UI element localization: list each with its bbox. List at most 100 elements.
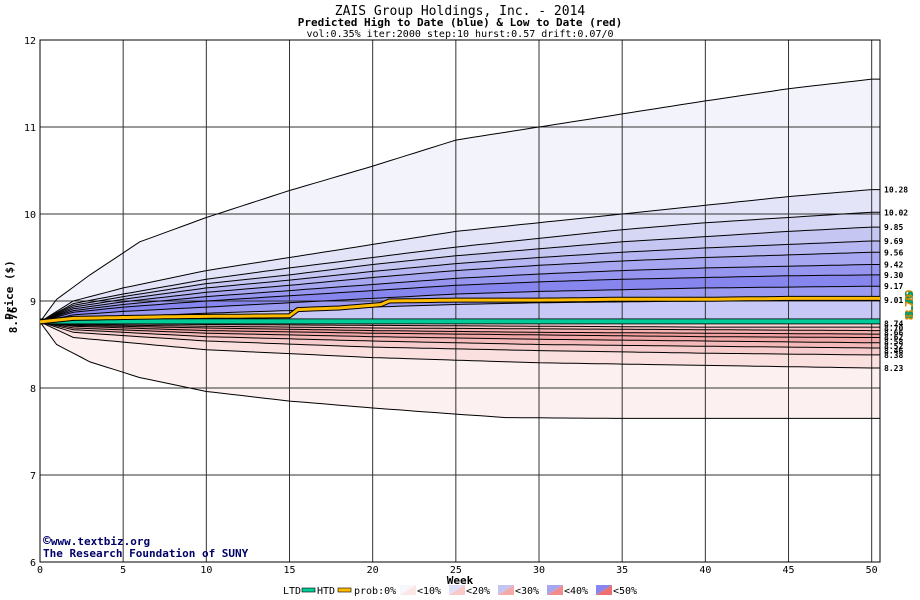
- legend-prob-label: prob:0%: [354, 586, 396, 597]
- low-band: [40, 321, 880, 338]
- curve-end-label: 9.17: [884, 282, 903, 291]
- chart-subtitle: Predicted High to Date (blue) & Low to D…: [298, 16, 623, 29]
- high-percentile-curve: [39, 78, 880, 323]
- curve-end-label: 8.70: [884, 324, 903, 333]
- high-percentile-curve: [39, 189, 880, 323]
- y-tick-label: 10: [24, 210, 36, 221]
- x-tick-label: 30: [533, 565, 545, 576]
- legend-prob-item-label: <30%: [515, 586, 539, 597]
- curve-end-label: 9.69: [884, 237, 903, 246]
- low-band: [40, 321, 880, 348]
- low-percentile-curve: [39, 321, 880, 369]
- legend-htd-swatch: [337, 587, 352, 593]
- right-vertical-labels: 8.798.768.768.79: [903, 290, 916, 321]
- x-tick-label: 45: [782, 565, 794, 576]
- high-percentile-curve: [39, 264, 880, 323]
- htd-line: [39, 296, 880, 324]
- copyright-icon: ©: [43, 534, 51, 549]
- curve-end-label: 8.52: [884, 342, 903, 351]
- x-tick-label: 25: [450, 565, 462, 576]
- curve-end-label: 9.42: [884, 260, 903, 269]
- curve-end-label: 10.28: [884, 186, 908, 195]
- curve-end-label: 8.62: [884, 333, 903, 342]
- right-vertical-label: 8.79: [903, 294, 916, 321]
- legend-ltd-label: LTD: [283, 586, 301, 597]
- y-tick-label: 11: [24, 123, 36, 134]
- low-band: [40, 321, 880, 355]
- credit-org: The Research Foundation of SUNY: [43, 547, 249, 560]
- svg-text:8.798.768.768.79: 8.798.768.768.79: [903, 290, 916, 321]
- x-tick-label: 5: [120, 565, 126, 576]
- curve-end-label: 10.02: [884, 208, 908, 217]
- legend-red-swatch: [596, 585, 612, 595]
- y-tick-label: 6: [30, 558, 36, 569]
- x-tick-label: 10: [200, 565, 212, 576]
- low-percentile-curve: [39, 321, 880, 328]
- legend-red-swatch: [400, 585, 416, 595]
- legend-red-swatch: [547, 585, 563, 595]
- curve-end-label: 8.58: [884, 338, 903, 347]
- plot-border: [39, 39, 881, 563]
- legend-htd-label: HTD: [317, 586, 335, 597]
- low-band: [40, 321, 880, 368]
- high-percentile-curve: [39, 274, 880, 323]
- curve-end-label: 9.85: [884, 223, 903, 232]
- y-tick-label: 9: [30, 297, 36, 308]
- legend-ltd-swatch: [301, 587, 316, 593]
- low-percentile-curve: [39, 321, 880, 335]
- right-vertical-label: 8.76: [903, 291, 916, 318]
- high-percentile-curve: [39, 211, 880, 323]
- credit-url-text: www.textbiz.org: [51, 535, 150, 548]
- x-axis-label: Week: [447, 574, 474, 587]
- x-tick-label: 50: [866, 565, 878, 576]
- x-tick-label: 40: [699, 565, 711, 576]
- legend-prob-item-label: <10%: [417, 586, 441, 597]
- curve-end-labels: 10.28 10.02 9.85 9.69 9.56 9.42 9.30 9.17 9.01 8.…: [884, 186, 908, 373]
- legend-prob-item-label: <20%: [466, 586, 490, 597]
- high-band: [40, 252, 880, 322]
- legend-red-swatch: [449, 585, 465, 595]
- x-tick-label: 15: [283, 565, 295, 576]
- curve-end-label: 9.01: [884, 296, 903, 305]
- high-band: [40, 264, 880, 322]
- ltd-line: [39, 318, 881, 325]
- high-percentile-curve: [39, 251, 880, 323]
- price-lines: [39, 295, 881, 325]
- x-tick-label: 0: [37, 565, 43, 576]
- y-tick-label: 7: [30, 471, 36, 482]
- legend-red-swatch: [498, 585, 514, 595]
- high-percentile-curve: [39, 226, 880, 323]
- legend: LTD HTD prob:0% <10% <20% <30% <40% <50%: [283, 585, 637, 597]
- high-band: [40, 227, 880, 322]
- low-percentile-curve: [39, 321, 880, 344]
- x-tick-label: 20: [367, 565, 379, 576]
- low-band: [40, 321, 880, 335]
- y-tick-label: 8: [30, 384, 36, 395]
- curve-end-label: 8.23: [884, 364, 903, 373]
- y-tick-label: 12: [24, 36, 36, 47]
- curve-end-label: 8.74: [884, 320, 903, 329]
- high-percentile-curve: [39, 240, 880, 323]
- low-band: [40, 321, 880, 419]
- x-tick-label: 35: [616, 565, 628, 576]
- chart-params: vol:0.35% iter:2000 step:10 hurst:0.57 d…: [306, 29, 613, 40]
- low-band: [40, 321, 880, 343]
- low-percentile-curve: [39, 321, 880, 349]
- low-percentile-curve: [39, 321, 880, 332]
- curve-end-label: 8.66: [884, 329, 903, 338]
- right-vertical-label: 8.79: [903, 290, 916, 317]
- current-price-label: 8.76: [7, 306, 20, 333]
- axis-ticks: 0 5 10 15 20 25 30 35 40 45 50 6 7 8 9 10 11 12: [24, 36, 878, 576]
- low-percentile-curve: [39, 321, 880, 356]
- high-band: [40, 241, 880, 322]
- legend-prob-item-label: <40%: [564, 586, 588, 597]
- low-percentile-curve: [39, 321, 880, 419]
- y-axis-label: Price ($): [3, 260, 16, 320]
- chart-title: ZAIS Group Holdings, Inc. - 2014: [335, 4, 586, 19]
- high-percentile-curve: [39, 285, 880, 323]
- right-vertical-label: 8.76: [903, 292, 916, 319]
- low-percentile-curve: [39, 321, 880, 338]
- credit-url: ©www.textbiz.org: [43, 534, 150, 549]
- curve-end-label: 9.56: [884, 248, 903, 257]
